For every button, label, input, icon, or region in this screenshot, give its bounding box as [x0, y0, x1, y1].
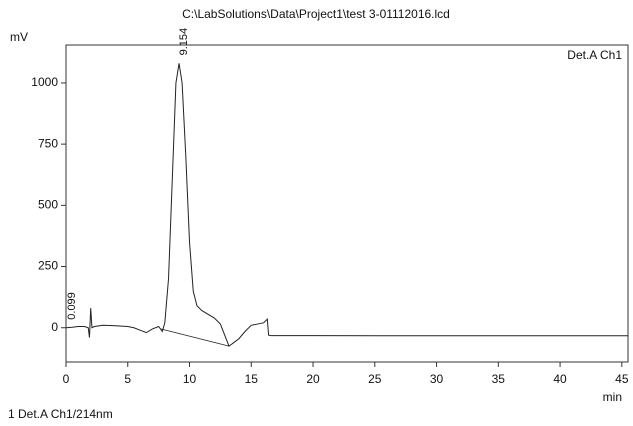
- y-tick-label: 500: [38, 198, 58, 212]
- x-tick-label: 20: [306, 372, 320, 386]
- legend-entry: 1 Det.A Ch1/214nm: [8, 407, 113, 421]
- x-tick-label: 45: [615, 372, 629, 386]
- x-tick-label: 0: [63, 372, 70, 386]
- plot-frame: [65, 44, 629, 363]
- chart-title: C:\LabSolutions\Data\Project1\test 3-011…: [182, 7, 450, 21]
- x-tick-label: 10: [183, 372, 197, 386]
- x-tick-label: 25: [368, 372, 382, 386]
- channel-label: Det.A Ch1: [567, 48, 622, 62]
- x-tick-label: 35: [492, 372, 506, 386]
- x-tick-label: 30: [430, 372, 444, 386]
- integration-baseline: [161, 328, 230, 347]
- peak-label: 9.154: [178, 28, 190, 56]
- x-tick-label: 15: [245, 372, 259, 386]
- trace: [65, 63, 628, 347]
- y-tick-label: 1000: [31, 75, 58, 89]
- y-tick-label: 250: [38, 259, 58, 273]
- y-axis-label: mV: [10, 30, 28, 44]
- x-tick-label: 40: [553, 372, 567, 386]
- x-axis-label: min: [603, 390, 622, 404]
- y-tick-label: 0: [51, 320, 58, 334]
- peak-label: 0.099: [66, 292, 78, 320]
- y-tick-label: 750: [38, 136, 58, 150]
- x-tick-label: 5: [124, 372, 131, 386]
